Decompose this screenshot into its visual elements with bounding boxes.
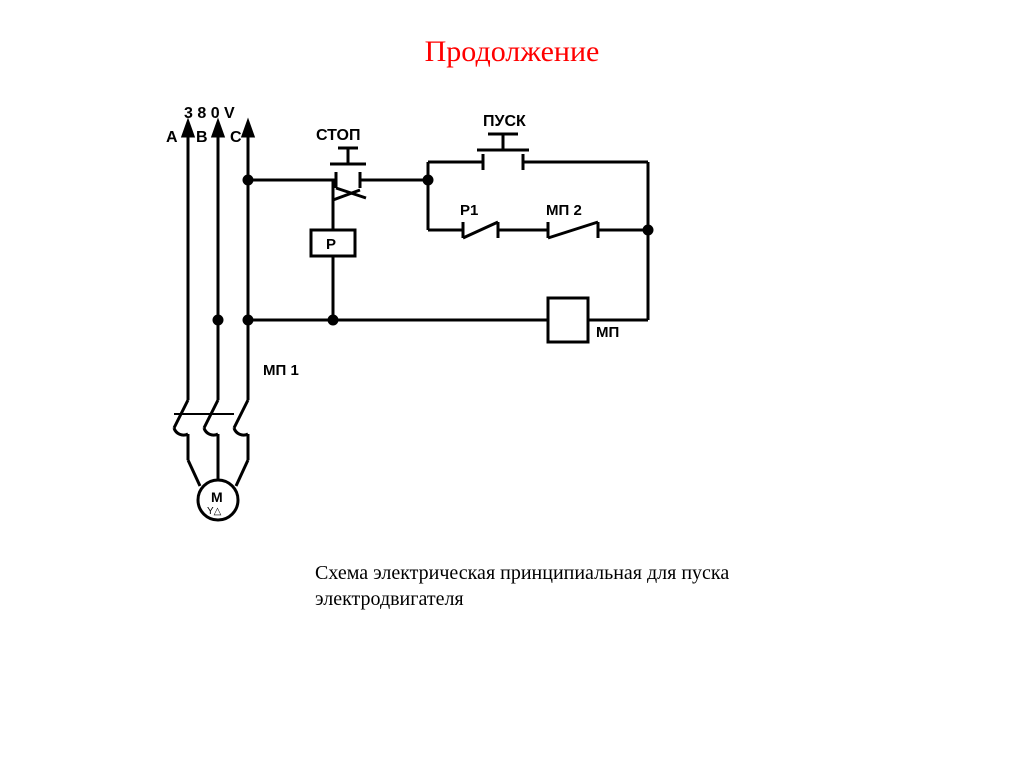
circuit-diagram: 3 8 0 V A B C СТОП ПУСК	[128, 100, 688, 535]
voltage-label: 3 8 0 V	[184, 105, 235, 122]
mp-label: МП	[596, 324, 619, 341]
motor-label: М	[211, 489, 223, 505]
p1-label: Р1	[460, 202, 478, 219]
phase-b-label: B	[196, 129, 208, 146]
start-label: ПУСК	[483, 113, 526, 130]
stop-label: СТОП	[316, 127, 360, 144]
page-title: Продолжение	[0, 35, 1024, 69]
phase-c-label: C	[230, 129, 242, 146]
motor-type-icon: Y△	[207, 506, 222, 517]
mp2-label: МП 2	[546, 202, 582, 219]
mp1-label: МП 1	[263, 362, 299, 379]
phase-a-label: A	[166, 129, 178, 146]
diagram-caption: Схема электрическая принципиальная для п…	[315, 560, 815, 612]
p-label: Р	[326, 236, 336, 253]
